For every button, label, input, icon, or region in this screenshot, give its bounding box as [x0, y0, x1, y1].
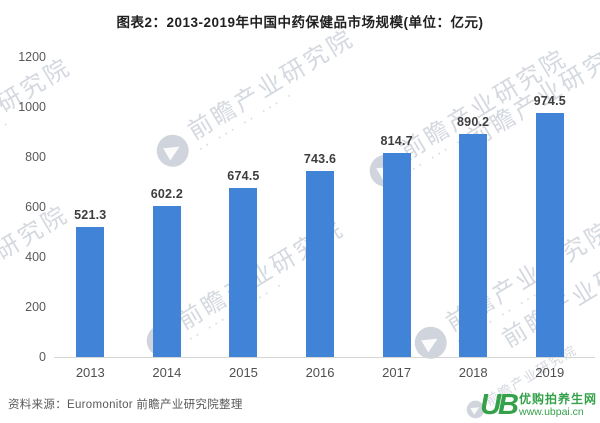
- y-axis-tick-label: 0: [39, 350, 46, 364]
- bar-value-label: 674.5: [227, 169, 260, 184]
- bar-group-2015: 674.5: [205, 57, 282, 357]
- bar-value-label: 814.7: [380, 134, 413, 149]
- bar-group-2014: 602.2: [129, 57, 206, 357]
- bar-value-label: 602.2: [150, 187, 183, 202]
- bar-group-2013: 521.3: [52, 57, 129, 357]
- y-axis-tick-label: 200: [25, 300, 46, 314]
- bar: [459, 134, 488, 357]
- x-axis-label: 2015: [228, 365, 258, 380]
- bar-value-label: 521.3: [74, 207, 107, 222]
- bar-group-2017: 814.7: [358, 57, 435, 357]
- chart-title: 图表2：2013-2019年中国中药保健品市场规模(单位：亿元): [116, 15, 484, 30]
- site-logo-monogram: UB: [480, 389, 519, 421]
- x-axis: 2013 2014 2015 2016 2017 2018 2019: [52, 365, 588, 380]
- x-axis-line: [54, 357, 595, 358]
- bar: [382, 153, 411, 357]
- x-axis-label: 2014: [152, 365, 182, 380]
- source-note: 资料来源：Euromonitor 前瞻产业研究院整理: [8, 399, 243, 411]
- x-axis-label: 2013: [75, 365, 105, 380]
- bar-group-2018: 890.2: [435, 57, 512, 357]
- bar-value-label: 890.2: [457, 115, 490, 130]
- y-axis-tick-label: 800: [25, 150, 46, 164]
- bar-group-2016: 743.6: [282, 57, 359, 357]
- y-axis-tick-label: 600: [25, 200, 46, 214]
- bar: [535, 113, 564, 357]
- x-axis-label: 2018: [458, 365, 488, 380]
- bar-group-2019: 974.5: [511, 57, 588, 357]
- y-axis-tick-label: 1000: [18, 100, 46, 114]
- y-axis-tick-label: 400: [25, 250, 46, 264]
- y-axis-tick-label: 1200: [18, 50, 46, 64]
- bar-value-label: 974.5: [533, 94, 566, 109]
- site-logo: UB 优购拍养生网 www.ubpai.cn: [480, 391, 597, 420]
- bar: [306, 171, 335, 357]
- bar: [76, 226, 105, 357]
- bar: [152, 206, 181, 357]
- x-axis-label: 2017: [382, 365, 412, 380]
- bar: [229, 188, 258, 357]
- x-axis-label: 2016: [305, 365, 335, 380]
- bar-value-label: 743.6: [303, 152, 337, 167]
- plot-area: 521.3 602.2 674.5 743.6 814.7 890.2 974.5: [52, 57, 588, 357]
- site-logo-name: 优购拍养生网: [518, 391, 597, 406]
- x-axis-label: 2019: [535, 365, 565, 380]
- site-logo-url: www.ubpai.cn: [518, 406, 584, 419]
